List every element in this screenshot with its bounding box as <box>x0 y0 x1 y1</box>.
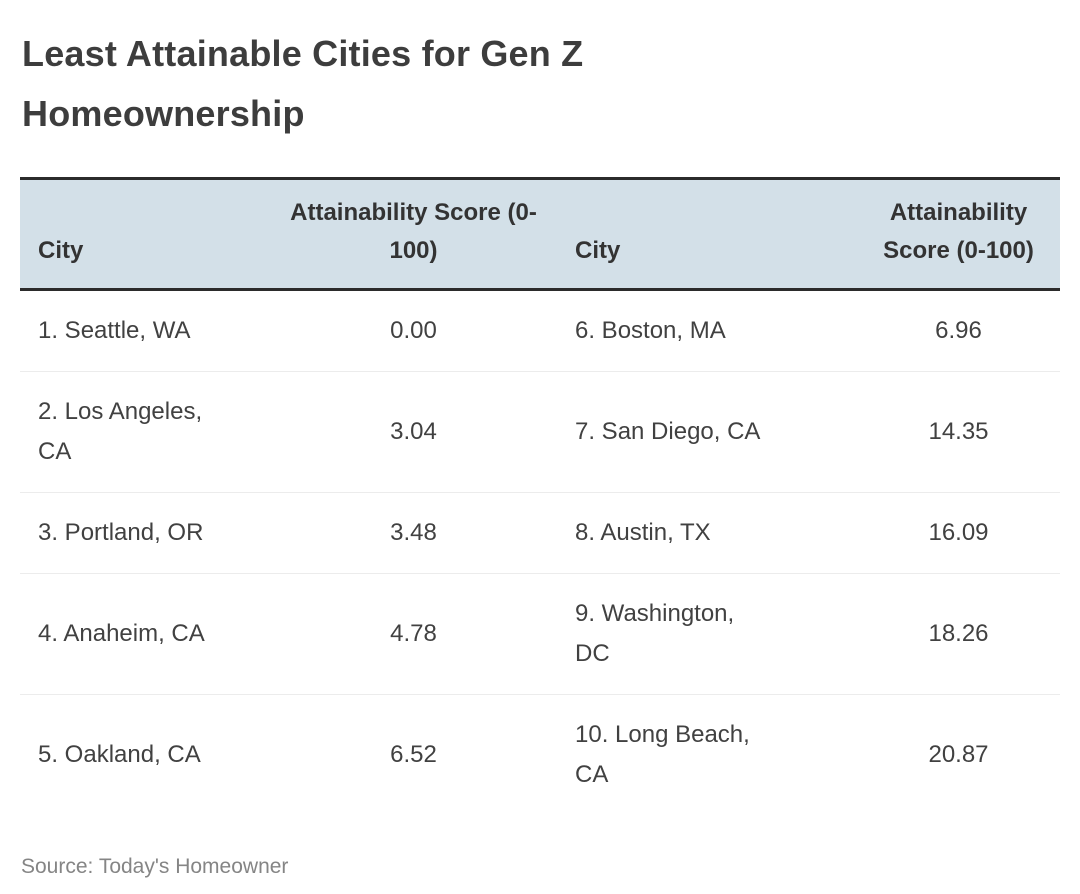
table-row: 3. Portland, OR 3.48 8. Austin, TX 16.09 <box>20 492 1060 574</box>
city-cell: 5. Oakland, CA <box>38 741 201 768</box>
table-row: 4. Anaheim, CA 4.78 9. Washington, DC 18… <box>20 573 1060 695</box>
city-cell: 1. Seattle, WA <box>20 289 270 372</box>
source-attribution: Source: Today's Homeowner <box>21 855 289 878</box>
table-row: 2. Los Angeles, CA 3.04 7. San Diego, CA… <box>20 371 1060 493</box>
score-cell: 0.00 <box>270 289 557 372</box>
header-city-right: City <box>557 178 857 291</box>
score-cell: 6.96 <box>857 289 1060 372</box>
table-row: 5. Oakland, CA 6.52 10. Long Beach, CA 2… <box>20 695 1060 816</box>
city-cell: 8. Austin, TX <box>557 492 857 574</box>
city-cell: 6. Boston, MA <box>557 289 857 372</box>
score-cell: 4.78 <box>270 573 557 695</box>
header-score-right: Attainability Score (0-100) <box>857 178 1060 291</box>
attainability-table: City Attainability Score (0-100) City At… <box>20 177 1060 815</box>
score-cell: 14.35 <box>857 371 1060 493</box>
header-city-left: City <box>20 178 270 291</box>
city-cell: 3. Portland, OR <box>20 492 270 574</box>
score-cell: 20.87 <box>928 741 989 768</box>
city-cell: 7. San Diego, CA <box>557 371 857 493</box>
table-row: 1. Seattle, WA 0.00 6. Boston, MA 6.96 <box>20 289 1060 372</box>
table-header: City Attainability Score (0-100) City At… <box>20 178 1060 291</box>
header-score-left: Attainability Score (0-100) <box>270 178 557 291</box>
score-cell: 3.04 <box>270 371 557 493</box>
table-body: 1. Seattle, WA 0.00 6. Boston, MA 6.96 2… <box>20 289 1060 816</box>
city-cell: 2. Los Angeles, CA <box>20 371 270 493</box>
score-cell: 18.26 <box>857 573 1060 695</box>
city-cell: 9. Washington, DC <box>557 573 857 695</box>
city-cell: 10. Long Beach, CA <box>575 721 750 788</box>
header-row: City Attainability Score (0-100) City At… <box>20 178 1060 291</box>
page-title: Least Attainable Cities for Gen Z Homeow… <box>22 33 584 134</box>
score-cell: 3.48 <box>270 492 557 574</box>
score-cell: 16.09 <box>857 492 1060 574</box>
city-cell: 4. Anaheim, CA <box>20 573 270 695</box>
score-cell: 6.52 <box>390 741 437 768</box>
